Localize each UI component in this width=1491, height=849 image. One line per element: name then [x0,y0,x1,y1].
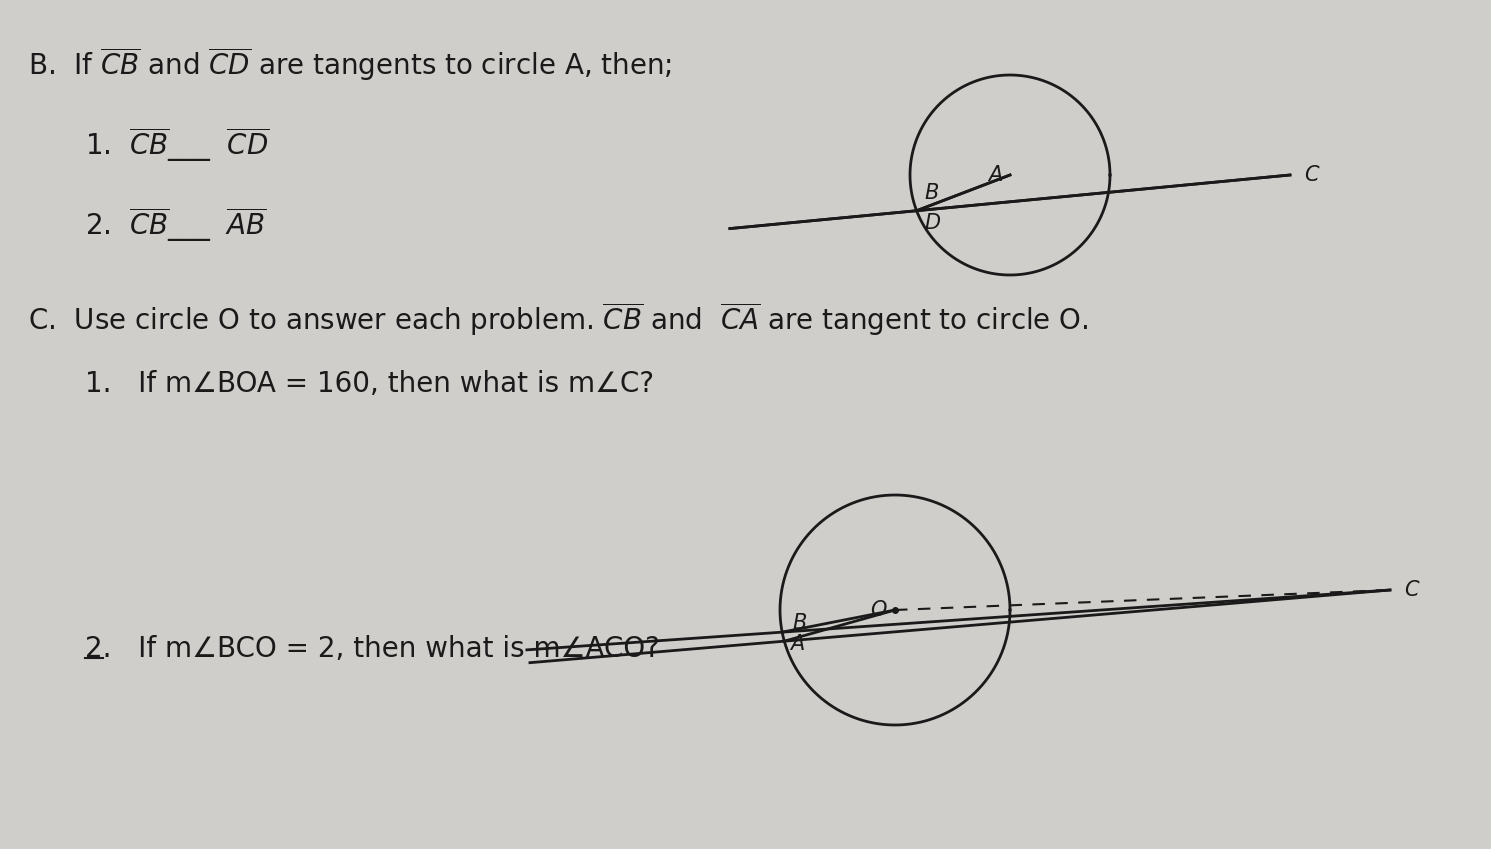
Text: 1.  $\overline{CB}$___  $\overline{CD}$: 1. $\overline{CB}$___ $\overline{CD}$ [85,125,270,164]
Text: B.  If $\overline{CB}$ and $\overline{CD}$ are tangents to circle A, then;: B. If $\overline{CB}$ and $\overline{CD}… [28,45,672,83]
Text: B: B [924,183,939,203]
Text: C: C [1405,580,1418,600]
Text: C: C [1305,165,1318,185]
Text: 2.  $\overline{CB}$___  $\overline{AB}$: 2. $\overline{CB}$___ $\overline{AB}$ [85,205,267,244]
Text: 2.   If m∠BCO = 2, then what is m∠ACO?: 2. If m∠BCO = 2, then what is m∠ACO? [85,635,661,663]
Text: B: B [792,613,807,633]
Text: C.  Use circle O to answer each problem. $\overline{CB}$ and  $\overline{CA}$ ar: C. Use circle O to answer each problem. … [28,300,1088,338]
Text: O: O [871,600,887,620]
Text: D: D [924,213,941,233]
Text: A: A [790,634,805,655]
Text: A: A [987,165,1002,185]
Text: 1.   If m∠BOA = 160, then what is m∠C?: 1. If m∠BOA = 160, then what is m∠C? [85,370,655,398]
